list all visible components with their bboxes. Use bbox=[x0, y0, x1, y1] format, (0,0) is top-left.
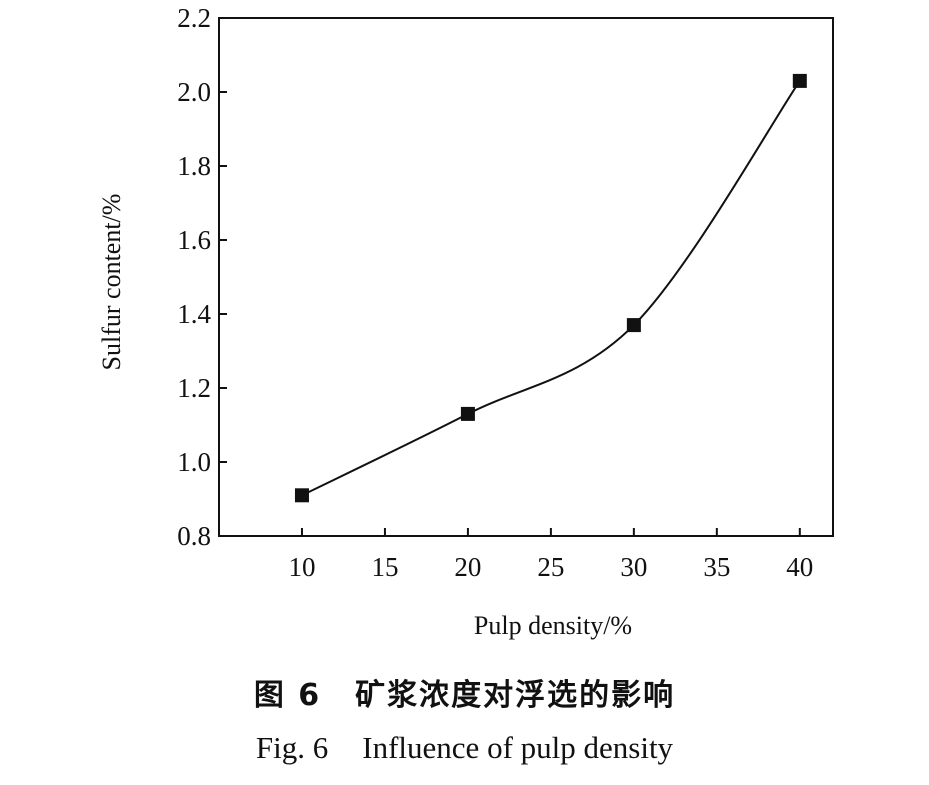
x-tick-label: 25 bbox=[537, 552, 564, 582]
figure-caption-chinese: 图 6 矿浆浓度对浮选的影响 bbox=[0, 670, 929, 714]
data-point-marker bbox=[626, 318, 641, 333]
y-tick-label: 0.8 bbox=[177, 521, 211, 551]
x-tick-label: 35 bbox=[703, 552, 730, 582]
caption-cn-text: 矿浆浓度对浮选的影响 bbox=[355, 678, 676, 713]
x-tick-label: 10 bbox=[288, 552, 315, 582]
figure-caption-english: Fig. 6 Influence of pulp density bbox=[0, 730, 929, 766]
y-tick-label: 2.0 bbox=[177, 77, 211, 107]
x-tick-label: 20 bbox=[454, 552, 481, 582]
x-tick-label: 15 bbox=[371, 552, 398, 582]
y-axis-title: Sulfur content/% bbox=[97, 194, 126, 371]
x-tick-label: 30 bbox=[620, 552, 647, 582]
y-tick-label: 1.0 bbox=[177, 447, 211, 477]
x-tick-label: 40 bbox=[786, 552, 813, 582]
caption-cn-number: 图 6 bbox=[253, 678, 322, 713]
y-tick-label: 1.4 bbox=[177, 299, 211, 329]
y-tick-label: 1.6 bbox=[177, 225, 211, 255]
y-axis: 0.8 1.0 1.2 1.4 1.6 1.8 2.0 2.2 bbox=[177, 3, 227, 551]
data-point-marker bbox=[792, 73, 807, 88]
plot-area-frame bbox=[218, 17, 834, 537]
caption-en-text: Influence of pulp density bbox=[362, 730, 674, 765]
caption-en-number: Fig. 6 bbox=[255, 730, 329, 765]
y-tick-label: 1.8 bbox=[177, 151, 211, 181]
data-point-marker bbox=[460, 406, 475, 421]
chart: 10 15 20 25 30 35 40 0.81.01.21.41.61.82.02.2 … bbox=[97, 3, 834, 640]
x-axis-title: Pulp density/% bbox=[474, 611, 632, 640]
y-tick-label: 2.2 bbox=[177, 3, 211, 33]
series-layer bbox=[294, 73, 807, 503]
series-line bbox=[301, 80, 801, 497]
y-tick-label: 1.2 bbox=[177, 373, 211, 403]
data-point-marker bbox=[294, 488, 309, 503]
x-axis: 10 15 20 25 30 35 40 bbox=[288, 528, 813, 582]
